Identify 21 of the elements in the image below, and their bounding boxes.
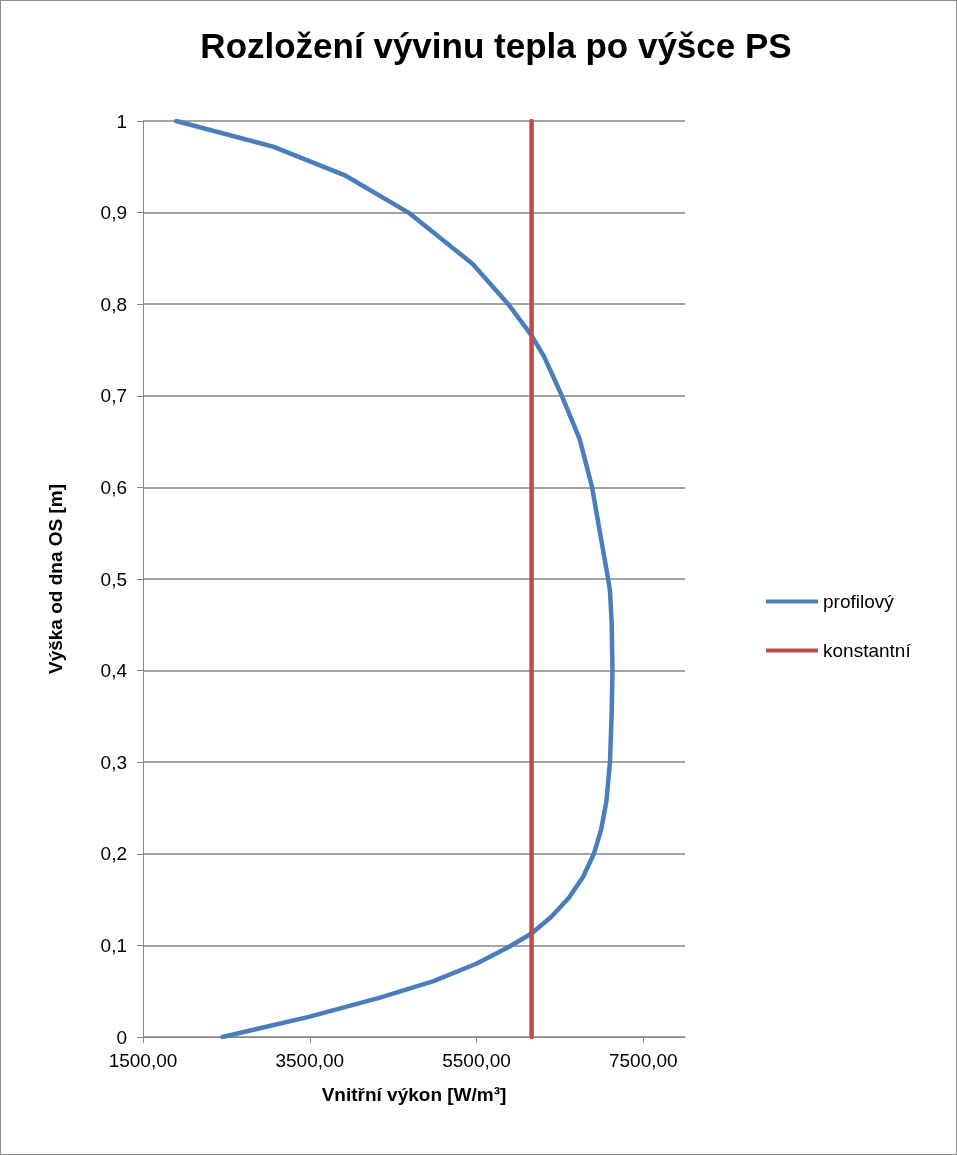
y-axis-title: Výška od dna OS [m]: [45, 483, 66, 675]
x-tick-label: 5500,00: [442, 1050, 511, 1071]
y-tick-label: 0,6: [100, 476, 127, 498]
y-tick-label: 0: [116, 1026, 127, 1048]
y-tick-label: 0,1: [100, 934, 127, 956]
x-tick-label: 1500,00: [108, 1050, 178, 1071]
legend-label: profilový: [823, 591, 895, 612]
y-tick-label: 0,9: [100, 202, 127, 224]
x-tick-label: 7500,00: [608, 1050, 678, 1071]
y-tick-label: 0,4: [100, 660, 128, 682]
y-tick-label: 1: [116, 110, 127, 132]
y-tick-label: 0,5: [100, 568, 127, 590]
y-tick-label: 0,2: [100, 843, 127, 865]
x-tick-label: 3500,00: [275, 1050, 345, 1071]
y-tick-label: 0,3: [100, 751, 127, 773]
legend-label: konstantní: [823, 640, 912, 661]
y-tick-label: 0,8: [100, 293, 127, 315]
chart-title: Rozložení vývinu tepla po výšce PS: [200, 26, 792, 65]
x-axis-title: Vnitřní výkon [W/m³]: [321, 1084, 507, 1105]
y-tick-label: 0,7: [100, 385, 127, 407]
line-series: [173, 118, 615, 1040]
